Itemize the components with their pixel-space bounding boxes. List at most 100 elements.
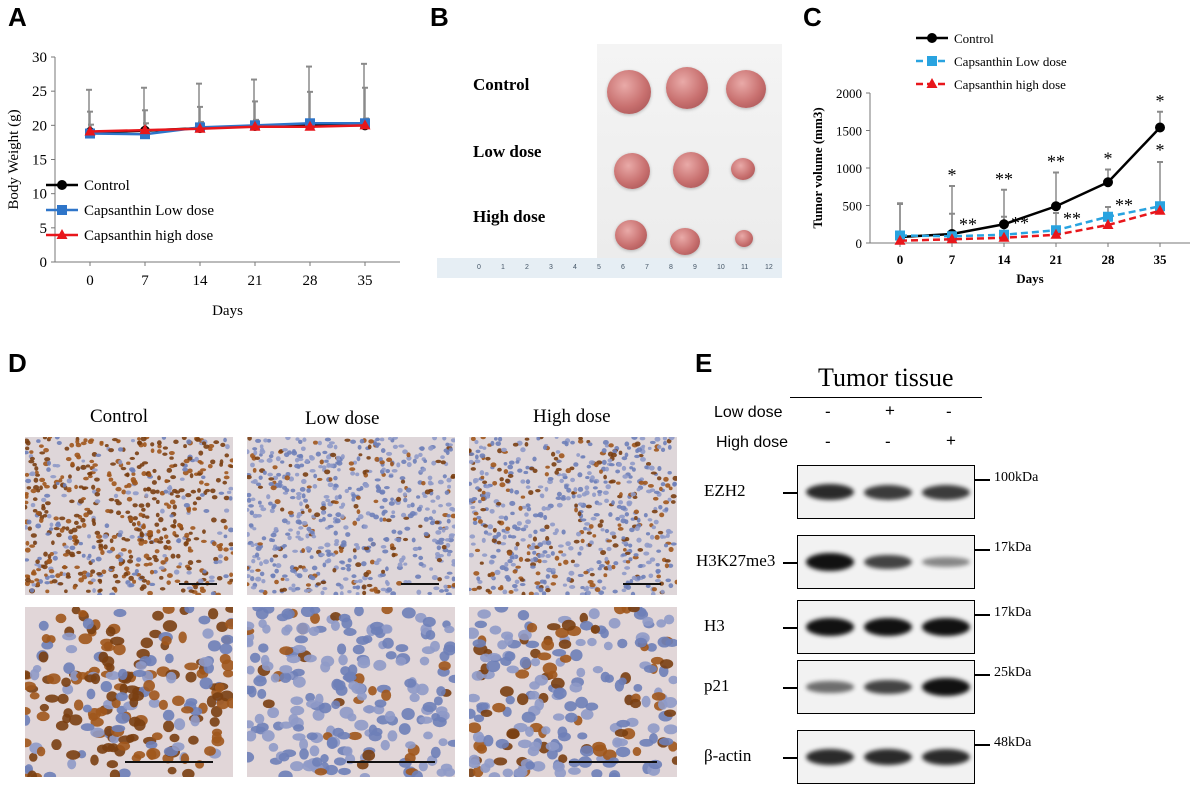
- cell-nucleus: [601, 459, 607, 465]
- cell-nucleus: [188, 531, 193, 535]
- cell-nucleus: [657, 466, 662, 472]
- cell-nucleus: [479, 470, 485, 476]
- cell-nucleus: [518, 629, 532, 641]
- cell-nucleus: [593, 480, 598, 484]
- cell-nucleus: [290, 761, 304, 772]
- cell-nucleus: [651, 525, 657, 530]
- cell-nucleus: [580, 538, 585, 544]
- cell-nucleus: [322, 562, 327, 568]
- cell-nucleus: [128, 517, 134, 522]
- cell-nucleus: [292, 733, 306, 741]
- cell-nucleus: [347, 713, 357, 722]
- cell-nucleus: [576, 667, 586, 678]
- cell-nucleus: [201, 441, 207, 446]
- cell-nucleus: [566, 487, 572, 493]
- cell-nucleus: [525, 640, 540, 649]
- cell-nucleus: [624, 519, 629, 525]
- cell-nucleus: [429, 482, 434, 486]
- cell-nucleus: [46, 467, 51, 472]
- cell-nucleus: [49, 522, 54, 528]
- ihc-texture: [25, 607, 233, 777]
- cell-nucleus: [504, 651, 516, 662]
- cell-nucleus: [357, 658, 371, 669]
- cell-nucleus: [484, 491, 491, 496]
- cell-nucleus: [66, 478, 72, 484]
- cell-nucleus: [470, 437, 476, 442]
- cell-nucleus: [416, 495, 421, 499]
- cell-nucleus: [121, 536, 126, 541]
- cell-nucleus: [228, 486, 233, 491]
- cell-nucleus: [144, 493, 149, 498]
- cell-nucleus: [170, 524, 177, 528]
- cell-nucleus: [380, 544, 387, 549]
- blot-title: Tumor tissue: [818, 363, 954, 392]
- cell-nucleus: [381, 624, 392, 634]
- cell-nucleus: [294, 635, 309, 644]
- cell-nucleus: [267, 472, 273, 477]
- cell-nucleus: [85, 464, 91, 468]
- cell-nucleus: [514, 489, 520, 495]
- cell-nucleus: [382, 549, 389, 554]
- data-point-3: [946, 233, 958, 244]
- cell-nucleus: [429, 640, 440, 652]
- x-tick-label: 0: [897, 252, 904, 267]
- cell-nucleus: [379, 517, 384, 523]
- cell-nucleus: [339, 560, 345, 564]
- cell-nucleus: [151, 732, 163, 741]
- cell-nucleus: [284, 578, 290, 582]
- cell-nucleus: [558, 550, 564, 554]
- cell-nucleus: [557, 732, 571, 742]
- cell-nucleus: [493, 437, 498, 441]
- cell-nucleus: [611, 564, 616, 570]
- cell-nucleus: [469, 498, 474, 503]
- cell-nucleus: [71, 527, 78, 533]
- cell-nucleus: [561, 529, 566, 535]
- cell-nucleus: [193, 584, 199, 590]
- ihc-texture: [469, 607, 677, 777]
- cell-nucleus: [187, 546, 192, 551]
- cell-nucleus: [646, 643, 657, 652]
- cell-nucleus: [247, 507, 250, 512]
- cell-nucleus: [351, 497, 356, 502]
- cell-nucleus: [353, 503, 359, 509]
- scale-bar: [125, 761, 213, 763]
- panel-letter-e: E: [695, 348, 713, 378]
- tumor-low-2: [673, 152, 709, 188]
- cell-nucleus: [603, 474, 607, 480]
- x-tick-label: 0: [86, 273, 94, 289]
- cell-nucleus: [294, 457, 300, 463]
- cell-nucleus: [43, 771, 57, 777]
- cell-nucleus: [181, 495, 186, 500]
- cell-nucleus: [147, 472, 152, 478]
- cell-nucleus: [48, 527, 54, 531]
- cell-nucleus: [576, 453, 581, 457]
- cell-nucleus: [438, 537, 445, 542]
- cell-nucleus: [505, 526, 511, 531]
- cell-nucleus: [381, 689, 392, 701]
- cell-nucleus: [537, 652, 552, 661]
- cell-nucleus: [583, 570, 589, 575]
- cell-nucleus: [172, 742, 185, 752]
- cell-nucleus: [157, 444, 162, 449]
- cell-nucleus: [162, 607, 175, 615]
- cell-nucleus: [333, 475, 338, 481]
- cell-nucleus: [190, 489, 197, 494]
- cell-nucleus: [397, 530, 403, 535]
- cell-nucleus: [589, 582, 596, 588]
- cell-nucleus: [366, 456, 371, 460]
- cell-nucleus: [154, 549, 160, 554]
- legend-marker: [57, 180, 67, 190]
- cell-nucleus: [523, 470, 529, 475]
- cell-nucleus: [481, 537, 486, 543]
- cell-nucleus: [535, 489, 541, 493]
- cell-nucleus: [672, 481, 677, 486]
- cell-nucleus: [267, 707, 280, 719]
- cell-nucleus: [520, 527, 527, 532]
- cell-nucleus: [259, 444, 264, 449]
- cell-nucleus: [659, 659, 674, 669]
- significance-mark-control: **: [995, 169, 1013, 189]
- cell-nucleus: [591, 769, 603, 777]
- cell-nucleus: [544, 486, 549, 492]
- cell-nucleus: [113, 587, 118, 593]
- cell-nucleus: [253, 675, 267, 687]
